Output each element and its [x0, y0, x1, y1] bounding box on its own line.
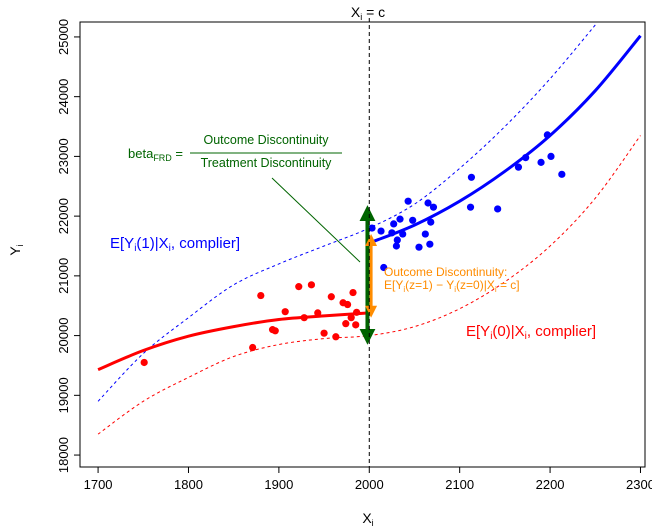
control-point: [349, 288, 357, 297]
treated-point: [522, 153, 530, 162]
control-point: [307, 281, 316, 289]
control-point: [281, 308, 289, 316]
x-tick-label: 1700: [84, 477, 113, 492]
treated-point: [396, 215, 404, 223]
control-point: [295, 283, 303, 291]
treated-point: [399, 230, 407, 238]
outcome-discontinuity-annotation: Outcome Discontinuity: E[Yi(z=1) − Yi(z=…: [384, 265, 520, 294]
treated-point: [415, 243, 423, 251]
treated-point: [380, 263, 388, 272]
cutoff-label: Xi = c: [351, 4, 385, 22]
treated-solid-curve: [368, 34, 642, 245]
treated-point: [429, 203, 438, 211]
y-tick-label: 20000: [56, 318, 71, 354]
treated-point: [409, 216, 417, 224]
x-tick-label: 2000: [355, 477, 384, 492]
plot-frame: [79, 21, 646, 468]
x-tick-label: 1900: [264, 477, 293, 492]
svg-text:betaFRD =: betaFRD =: [128, 146, 183, 163]
treated-point: [424, 199, 432, 207]
control-point: [300, 314, 308, 322]
treated-point: [404, 197, 412, 205]
control-point: [327, 293, 335, 301]
treated-point: [494, 205, 502, 213]
control-point: [353, 308, 361, 316]
treated-point: [466, 203, 475, 211]
formula-pointer-line: [271, 177, 361, 263]
control-point: [249, 343, 257, 352]
control-point: [352, 321, 360, 329]
treated-point: [377, 227, 385, 235]
treated-point: [537, 158, 545, 166]
treated-point: [426, 240, 434, 248]
outcome-formula: E[Yi(z=1) − Yi(z=0)|Xi = c]: [384, 278, 520, 294]
y-tick-label: 23000: [56, 138, 71, 174]
treated-point: [547, 152, 555, 160]
x-tick-label: 1800: [174, 477, 203, 492]
control-point: [343, 300, 352, 309]
control-point: [271, 327, 279, 335]
treated-point: [467, 173, 476, 181]
x-tick-label: 2100: [445, 477, 474, 492]
treated-curve-label: E[Yi(1)|Xi, complier]: [110, 235, 240, 254]
y-tick-label: 18000: [56, 437, 71, 473]
treated-point: [388, 229, 396, 237]
control-point: [332, 333, 340, 341]
control-curve-label: E[Yi(0)|Xi, complier]: [466, 323, 596, 342]
y-tick-label: 25000: [56, 19, 71, 55]
treated-point: [421, 230, 429, 238]
control-solid-curve: [97, 311, 370, 372]
y-tick-label: 21000: [56, 258, 71, 294]
control-point: [314, 309, 322, 317]
treated-point: [514, 163, 523, 171]
control-point: [140, 358, 148, 367]
treated-point: [543, 131, 551, 139]
control-point: [342, 320, 350, 328]
treated-point: [558, 170, 566, 178]
treated-point: [392, 242, 400, 250]
y-tick-label: 19000: [56, 377, 71, 413]
control-point: [320, 329, 328, 337]
outcome-label: Outcome Discontinuity:: [384, 265, 507, 279]
treated-dashed-curve: [97, 24, 596, 402]
x-tick-label: 2300: [626, 477, 652, 492]
treated-point: [390, 220, 398, 228]
treated-point: [427, 218, 435, 226]
y-tick-label: 22000: [56, 198, 71, 234]
control-point: [257, 291, 265, 300]
formula-numerator: Outcome Discontinuity: [203, 133, 329, 147]
beta-formula: betaFRD = Outcome Discontinuity Treatmen…: [128, 133, 361, 263]
control-point: [347, 314, 355, 322]
y-tick-label: 24000: [56, 79, 71, 115]
formula-denominator: Treatment Discontinuity: [201, 156, 333, 170]
x-tick-label: 2200: [536, 477, 565, 492]
y-axis-label: Yi: [7, 244, 25, 255]
treated-point: [393, 236, 401, 244]
x-axis-label: Xi: [362, 510, 373, 528]
